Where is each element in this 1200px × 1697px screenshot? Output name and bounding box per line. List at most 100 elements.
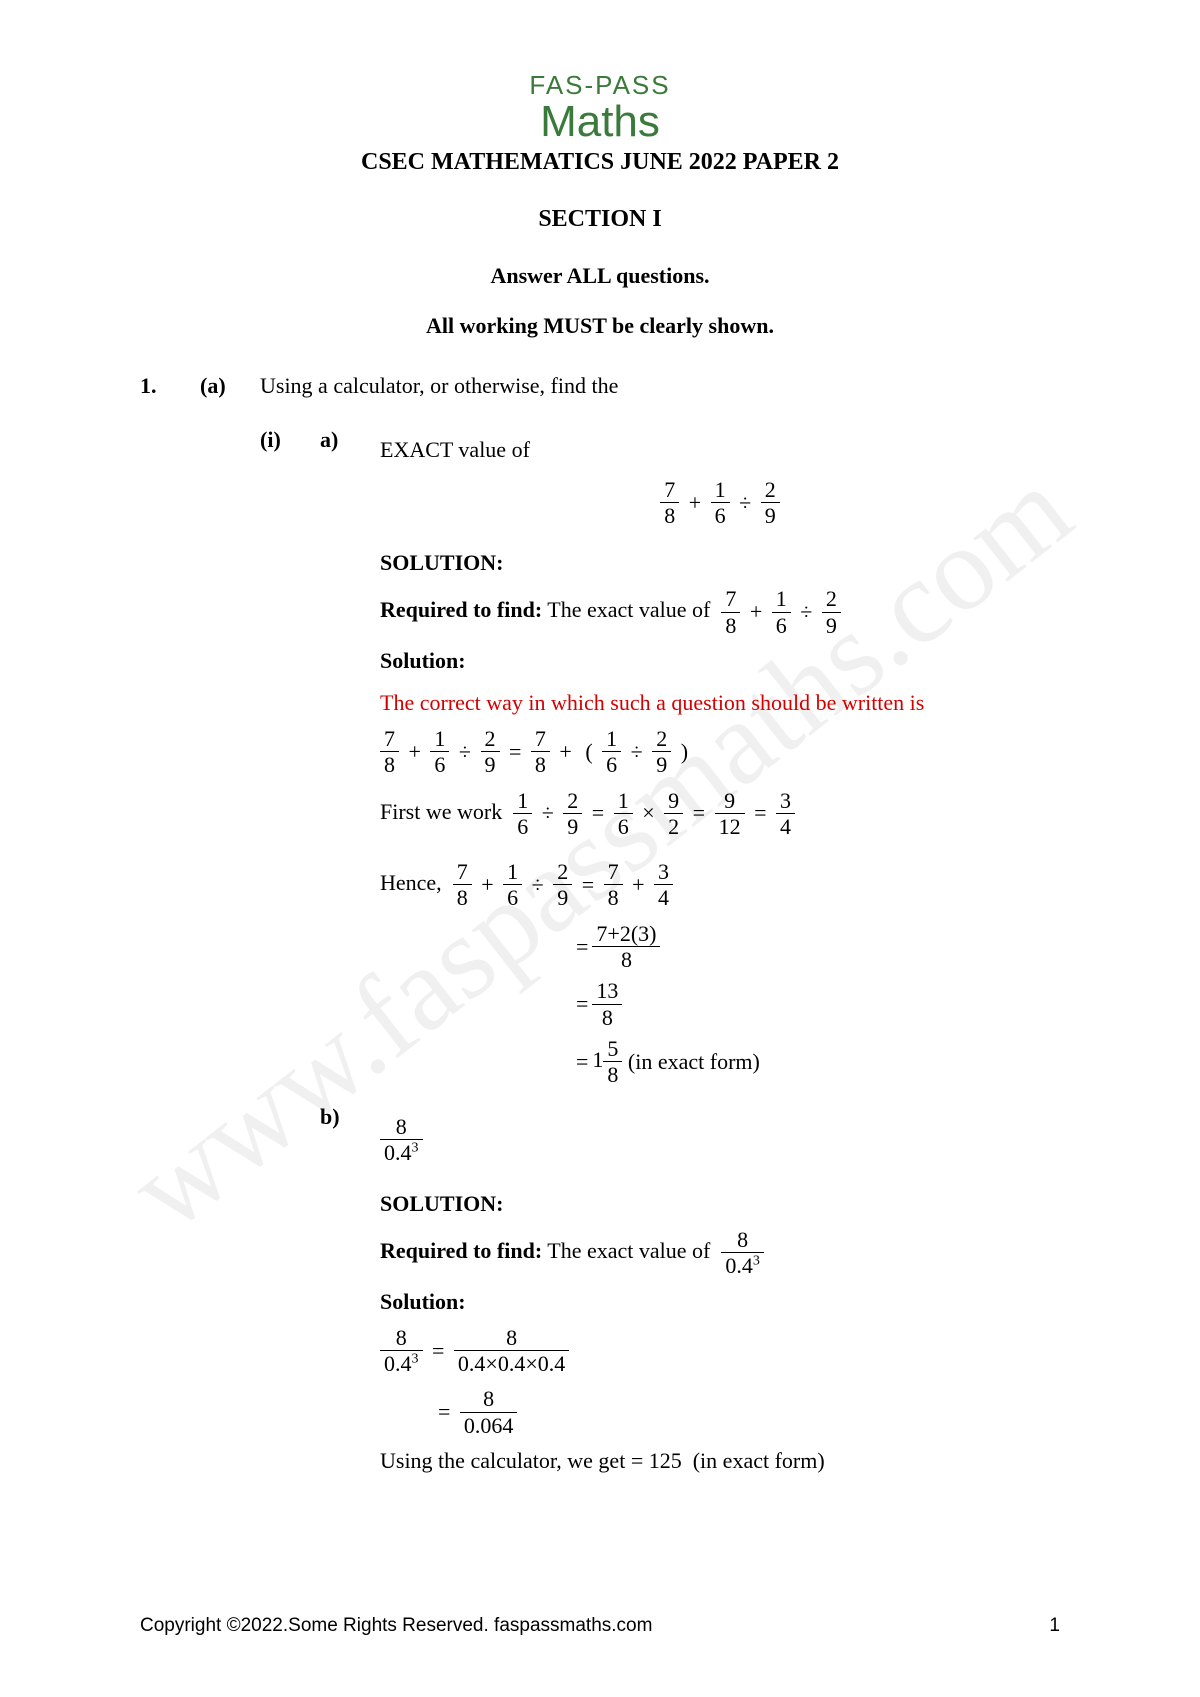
- expression-a: 78 + 16 ÷ 29: [380, 477, 1060, 529]
- frac-num: 7+2(3): [592, 921, 660, 947]
- expression-b: 80.43: [380, 1114, 1060, 1166]
- frac-den: 6: [513, 814, 532, 839]
- frac-num: 2: [563, 788, 582, 814]
- frac-den: 9: [553, 885, 572, 910]
- frac-num: 5: [603, 1036, 622, 1062]
- frac-den: 9: [822, 613, 841, 638]
- frac-num: 8: [460, 1386, 518, 1412]
- question-number: 1.: [140, 373, 200, 427]
- frac-den: 0.064: [460, 1413, 518, 1438]
- frac-num: 7: [453, 859, 472, 885]
- frac-num: 1: [513, 788, 532, 814]
- frac-num: 1: [602, 726, 621, 752]
- required-label: Required to find:: [380, 597, 542, 622]
- first-text: First we work: [380, 798, 502, 823]
- frac-den: 6: [602, 752, 621, 777]
- required-label: Required to find:: [380, 1238, 542, 1263]
- question-text: Using a calculator, or otherwise, find t…: [260, 373, 1060, 399]
- frac-den: 12: [715, 814, 745, 839]
- frac-num: 7: [721, 586, 740, 612]
- prompt-text: EXACT value of: [380, 437, 1060, 463]
- frac-den: 8: [531, 752, 550, 777]
- frac-num: 13: [592, 978, 622, 1004]
- op-div: ÷: [739, 490, 751, 516]
- first-work-line: First we work 16 ÷ 29 = 16 × 92 = 912 = …: [380, 788, 1060, 840]
- op: +: [481, 872, 493, 898]
- frac-den: 8: [660, 503, 679, 528]
- page-content: FAS-PASS Maths CSEC MATHEMATICS JUNE 202…: [140, 70, 1060, 1484]
- op: +: [632, 872, 644, 898]
- section-title: SECTION I: [140, 206, 1060, 233]
- frac-num: 3: [654, 859, 673, 885]
- frac-den: 9: [761, 503, 780, 528]
- op-eq: =: [438, 1399, 450, 1425]
- final-line: Using the calculator, we get = 125 (in e…: [380, 1448, 1060, 1474]
- calc-line-1: 80.43 = 80.4×0.4×0.4: [380, 1325, 1060, 1377]
- frac-num: 1: [614, 788, 633, 814]
- frac-den: 6: [503, 885, 522, 910]
- logo: FAS-PASS Maths: [140, 70, 1060, 143]
- spacer: [260, 1104, 320, 1484]
- exact-note: (in exact form): [628, 1049, 760, 1075]
- instruction-2: All working MUST be clearly shown.: [140, 313, 1060, 339]
- part-label: (a): [200, 373, 260, 427]
- frac-num: 2: [822, 586, 841, 612]
- frac-num: 2: [553, 859, 572, 885]
- op-plus: +: [750, 599, 762, 625]
- subpart-i-b: b) 80.43 SOLUTION: Required to find: The…: [140, 1104, 1060, 1484]
- logo-bottom: Maths: [140, 101, 1060, 143]
- op: +: [559, 739, 571, 765]
- frac-num: 8: [380, 1114, 423, 1140]
- frac-num: 1: [430, 726, 449, 752]
- fr native-image (nFA): 9: [715, 788, 745, 814]
- frac-den: 0.43: [721, 1253, 764, 1278]
- exact-note: (in exact form): [693, 1448, 825, 1473]
- frac-den: 0.43: [380, 1351, 423, 1376]
- footer: Copyright ©2022.Some Rights Reserved. fa…: [0, 1615, 1200, 1637]
- subpart-i-a: (i) a) EXACT value of 78 + 16 ÷ 29 SOLUT…: [140, 427, 1060, 1094]
- copyright-text: Copyright ©2022.Some Rights Reserved. fa…: [140, 1615, 652, 1637]
- frac-num: 2: [481, 726, 500, 752]
- frac-num: 7: [604, 859, 623, 885]
- instruction-1: Answer ALL questions.: [140, 263, 1060, 289]
- op-eq: =: [582, 872, 594, 898]
- op: +: [409, 739, 421, 765]
- op-eq: =: [592, 800, 604, 826]
- op: ÷: [532, 872, 544, 898]
- op-eq: =: [432, 1338, 444, 1364]
- final-eq: = 125: [631, 1448, 682, 1473]
- mixed-whole: 1: [592, 1047, 603, 1072]
- required-text: The exact value of: [547, 1238, 710, 1263]
- frac-num: 7: [380, 726, 399, 752]
- frac-den: 8: [453, 885, 472, 910]
- frac-den: 8: [721, 613, 740, 638]
- frac-den: 4: [776, 814, 795, 839]
- frac-den: 6: [614, 814, 633, 839]
- red-note: The correct way in which such a question…: [380, 690, 1060, 716]
- op: ÷: [631, 739, 643, 765]
- frac-den: 8: [604, 885, 623, 910]
- frac-den: 8: [603, 1062, 622, 1087]
- frac-den: 0.4×0.4×0.4: [454, 1351, 569, 1376]
- op-plus: +: [689, 490, 701, 516]
- hence-aligned: = 7+2(3)8 = 138 = 158 (in exact form): [460, 921, 1060, 1088]
- frac-den: 9: [481, 752, 500, 777]
- frac-den: 6: [711, 503, 730, 528]
- frac-num: 8: [454, 1325, 569, 1351]
- frac-num: 1: [711, 477, 730, 503]
- frac-num: 1: [503, 859, 522, 885]
- solution-label-b: Solution:: [380, 1289, 1060, 1315]
- hence-text: Hence,: [380, 870, 442, 895]
- question-1a-row: 1. (a) Using a calculator, or otherwise,…: [140, 373, 1060, 427]
- frac-num: 2: [652, 726, 671, 752]
- subpart-a-label: a): [320, 427, 380, 1094]
- frac-den: 8: [592, 1005, 622, 1030]
- frac-num: 9: [664, 788, 683, 814]
- solution-heading: SOLUTION:: [380, 550, 1060, 576]
- frac-num: 8: [380, 1325, 423, 1351]
- frac-num: 8: [721, 1227, 764, 1253]
- op-eq: =: [693, 800, 705, 826]
- solution-label: Solution:: [380, 648, 1060, 674]
- required-line-b: Required to find: The exact value of 80.…: [380, 1227, 1060, 1279]
- subpart-b-label: b): [320, 1104, 380, 1484]
